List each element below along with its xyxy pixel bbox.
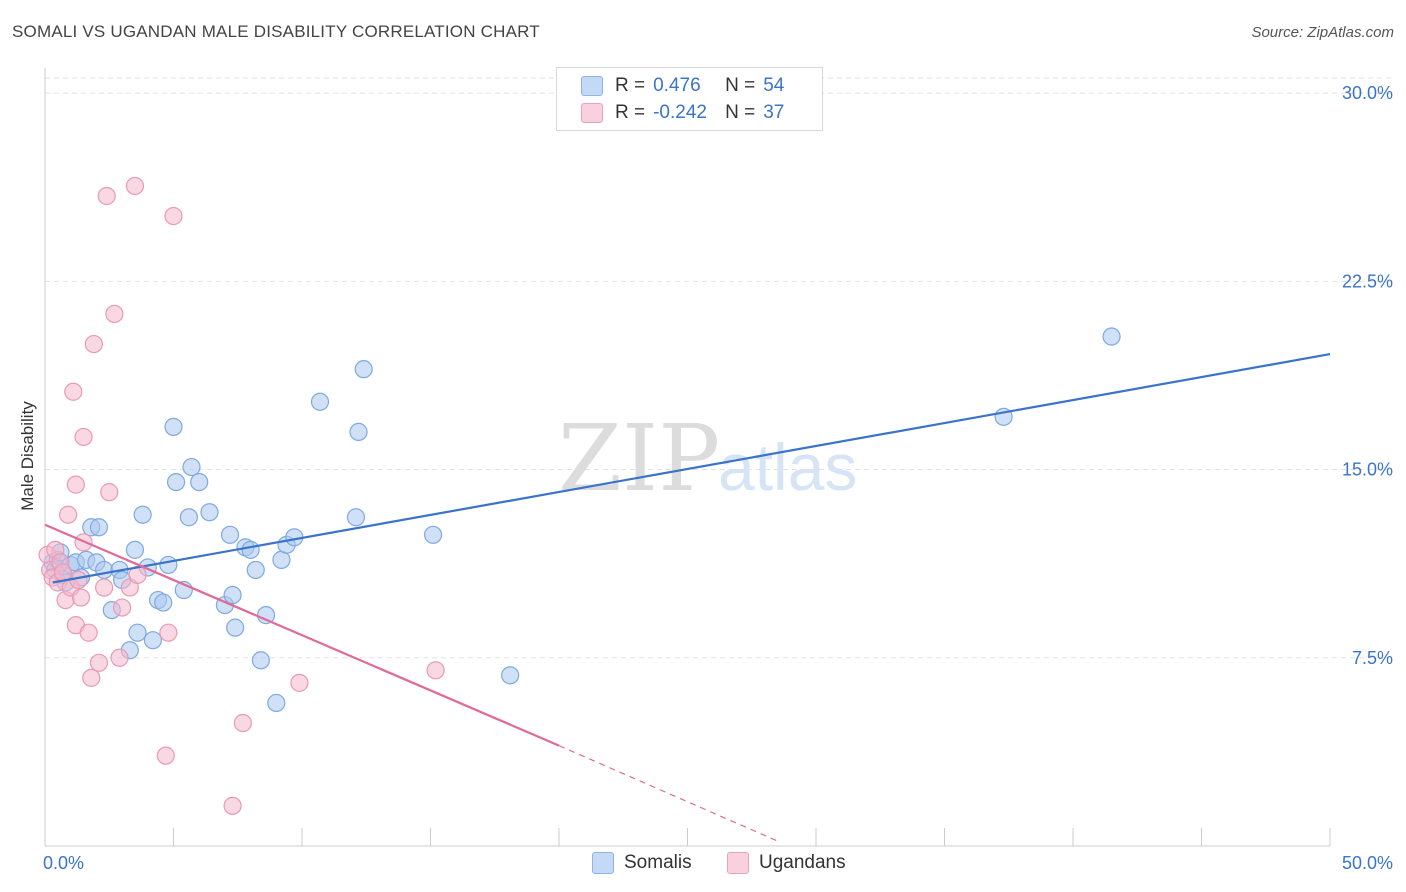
- ugandan-point: [164, 206, 183, 226]
- somali-point: [166, 472, 186, 492]
- somali-point: [200, 503, 219, 522]
- x-tick-label: 50.0%: [1342, 853, 1393, 873]
- ugandan-point: [74, 427, 93, 447]
- somali-point: [164, 417, 183, 436]
- somali-trend-line: [52, 353, 1331, 584]
- somali-point: [349, 422, 368, 442]
- ugandan-point: [159, 623, 178, 642]
- ugandan-point: [426, 661, 445, 680]
- tick-labels-layer: 7.5% 15.0% 22.5% 30.0% 0.0% 50.0%: [43, 83, 1393, 873]
- somali-point: [354, 360, 373, 379]
- y-tick-label: 7.5%: [1352, 648, 1393, 668]
- legend-r-label: R =: [615, 102, 646, 123]
- somali-point: [154, 593, 173, 612]
- somali-point: [226, 618, 245, 637]
- chart-title: SOMALI VS UGANDAN MALE DISABILITY CORREL…: [12, 22, 540, 41]
- ugandan-point: [95, 578, 114, 597]
- ugandan-trend-line: [44, 523, 560, 747]
- somali-point: [223, 585, 242, 605]
- legend-r-label: R =: [615, 75, 646, 96]
- ugandan-point: [125, 176, 145, 196]
- ugandan-point: [84, 334, 103, 354]
- somali-point: [246, 560, 265, 580]
- legend-r-value: -0.242: [653, 102, 707, 123]
- axes-layer: [44, 68, 1331, 847]
- y-tick-label: 30.0%: [1342, 83, 1393, 103]
- ugandan-point: [89, 653, 109, 672]
- ugandan-point: [290, 673, 309, 692]
- somali-point: [190, 472, 209, 492]
- somali-point: [133, 505, 152, 524]
- ugandan-point: [66, 475, 85, 494]
- somali-point: [501, 666, 520, 685]
- watermark: ZIP atlas: [558, 405, 857, 512]
- ugandan-trend-extension: [558, 745, 778, 842]
- ugandan-point: [223, 796, 242, 815]
- y-tick-label: 22.5%: [1342, 271, 1393, 291]
- somali-point: [256, 606, 276, 625]
- points-layer: [38, 176, 1121, 815]
- somali-point: [251, 651, 270, 670]
- somali-point: [182, 457, 201, 477]
- correlation-legend: R = 0.476 N = 54 R = -0.242 N = 37: [556, 67, 823, 131]
- legend-row-ugandans: R = -0.242 N = 37: [581, 101, 784, 125]
- trend-layer: [44, 353, 1331, 842]
- somali-point: [125, 540, 145, 559]
- somali-point: [267, 693, 286, 713]
- legend-swatch-somalis: [581, 76, 603, 96]
- ugandan-point: [82, 668, 101, 687]
- somali-point: [220, 525, 240, 544]
- legend-swatch-ugandans: [581, 103, 603, 123]
- legend-row-somalis: R = 0.476 N = 54: [581, 74, 784, 98]
- somali-point: [272, 550, 291, 569]
- somali-point: [241, 540, 260, 559]
- ugandan-point: [156, 746, 175, 765]
- somali-point: [95, 560, 114, 580]
- legend-n-label: N =: [725, 75, 756, 96]
- ugandan-point: [233, 713, 252, 733]
- ugandan-point: [53, 563, 73, 582]
- bottom-legend-label-ugandans: Ugandans: [759, 852, 846, 873]
- ugandan-point: [105, 304, 124, 324]
- legend-n-label: N =: [725, 102, 756, 123]
- bottom-legend-swatch-somalis: [592, 852, 614, 874]
- ugandan-point: [64, 382, 83, 401]
- bottom-legend-ugandans: Ugandans: [727, 852, 846, 874]
- watermark-zip: ZIP: [558, 405, 720, 512]
- ugandan-point: [110, 648, 129, 667]
- source-label: Source: ZipAtlas.com: [1251, 24, 1394, 41]
- ugandan-point: [97, 186, 116, 206]
- ugandan-point: [71, 588, 91, 607]
- y-axis-label: Male Disability: [18, 401, 37, 511]
- legend-n-value: 54: [763, 75, 785, 96]
- ugandan-point: [59, 505, 78, 524]
- somali-point: [128, 623, 147, 642]
- bottom-legend-label-somalis: Somalis: [624, 852, 692, 873]
- somali-point: [310, 392, 330, 411]
- y-tick-label: 15.0%: [1342, 460, 1393, 480]
- bottom-legend-swatch-ugandans: [727, 852, 749, 874]
- somali-point: [179, 508, 199, 527]
- somali-point: [1102, 327, 1121, 346]
- somali-point: [143, 631, 163, 650]
- ugandan-point: [79, 623, 98, 642]
- somali-point: [346, 508, 366, 527]
- somali-point: [423, 525, 443, 544]
- watermark-atlas: atlas: [718, 430, 857, 504]
- somali-point: [89, 518, 109, 537]
- ugandan-point: [112, 598, 132, 617]
- ugandan-point: [100, 483, 119, 502]
- somali-point: [159, 555, 178, 575]
- legend-n-value: 37: [763, 102, 785, 123]
- bottom-legend-somalis: Somalis: [592, 852, 692, 874]
- x-tick-label: 0.0%: [43, 853, 84, 873]
- legend-r-value: 0.476: [653, 75, 701, 96]
